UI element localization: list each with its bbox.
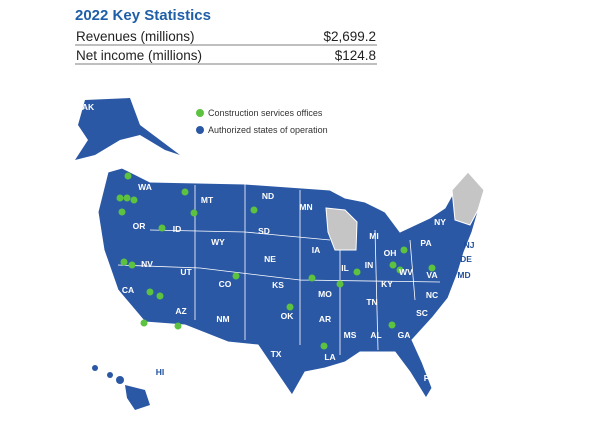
us-shape	[97, 167, 483, 399]
state-label: CO	[219, 279, 232, 289]
state-label: WY	[211, 237, 225, 247]
state-label: NV	[141, 259, 153, 269]
title: 2022 Key Statistics	[75, 7, 211, 24]
state-borders	[117, 184, 441, 355]
state-label: LA	[324, 352, 335, 362]
state-label: GA	[398, 330, 411, 340]
state-label: AR	[319, 314, 331, 324]
state-label: KY	[381, 279, 393, 289]
state-label: ID	[173, 224, 182, 234]
state-label: IN	[365, 260, 374, 270]
state-label: HI	[156, 367, 165, 377]
state-label: IL	[341, 263, 349, 273]
state-label: OH	[384, 248, 397, 258]
state-label: ND	[262, 191, 274, 201]
row-label: Net income (millions)	[76, 48, 202, 63]
state-label: KS	[272, 280, 284, 290]
hawaii-shape	[92, 365, 150, 410]
row-value: $124.8	[335, 48, 376, 63]
state-label: TX	[271, 349, 282, 359]
state-label: CA	[122, 285, 134, 295]
state-label: VA	[426, 270, 437, 280]
state-label: NM	[216, 314, 229, 324]
state-label: WA	[138, 182, 152, 192]
state-label: AK	[82, 102, 95, 112]
row-label: Revenues (millions)	[76, 29, 195, 44]
non-state-shape	[325, 207, 358, 251]
state-label: UT	[180, 267, 192, 277]
legend-label: Construction services offices	[208, 108, 323, 118]
alaska-shape	[75, 98, 180, 160]
state-label: NC	[426, 290, 438, 300]
state-label: NE	[264, 254, 276, 264]
state-label: OK	[281, 311, 295, 321]
state-label: WV	[399, 267, 413, 277]
state-label: TN	[366, 297, 377, 307]
state-label: MI	[369, 231, 378, 241]
state-label: SD	[258, 226, 270, 236]
non-state-shape	[451, 171, 485, 226]
state-label: NY	[434, 217, 446, 227]
state-label: AZ	[175, 306, 186, 316]
state-label: MS	[344, 330, 357, 340]
state-label: AL	[370, 330, 381, 340]
state-label: MD	[457, 270, 470, 280]
state-label: MO	[318, 289, 332, 299]
state-label: SC	[416, 308, 428, 318]
state-label: NJ	[464, 240, 475, 250]
state-label: OR	[133, 221, 146, 231]
state-label: DE	[460, 254, 472, 264]
legend-label: Authorized states of operation	[208, 125, 328, 135]
office-dots	[116, 172, 436, 350]
state-label: MN	[299, 202, 312, 212]
legend-swatch	[196, 109, 204, 117]
legend-swatch	[196, 126, 204, 134]
state-label: FL	[424, 373, 434, 383]
state-label: IA	[312, 245, 321, 255]
row-value: $2,699.2	[323, 29, 376, 44]
state-label: MT	[201, 195, 214, 205]
state-label: PA	[420, 238, 431, 248]
